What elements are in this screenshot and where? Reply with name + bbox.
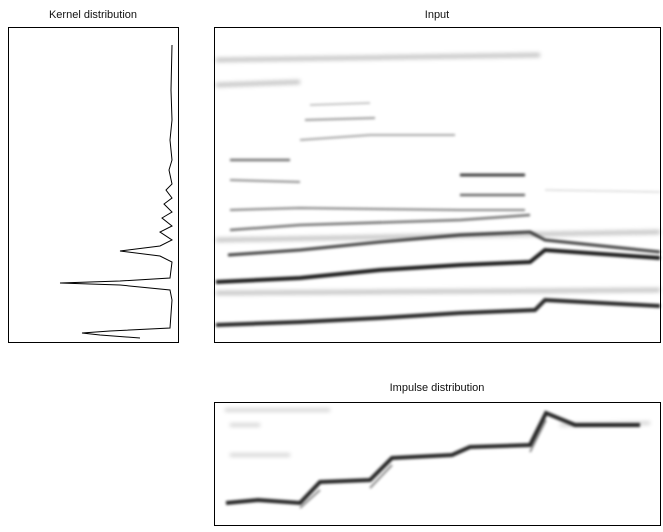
panel-title: Input [425, 9, 449, 21]
panel-title: Impulse distribution [390, 382, 485, 394]
kernel-curve [59, 44, 173, 339]
panel-frame [8, 27, 179, 343]
panel-title: Kernel distribution [49, 9, 137, 21]
spectrogram [215, 53, 661, 327]
impulse-map [225, 408, 651, 509]
panel-frame [214, 27, 661, 343]
panel-frame [214, 402, 661, 526]
